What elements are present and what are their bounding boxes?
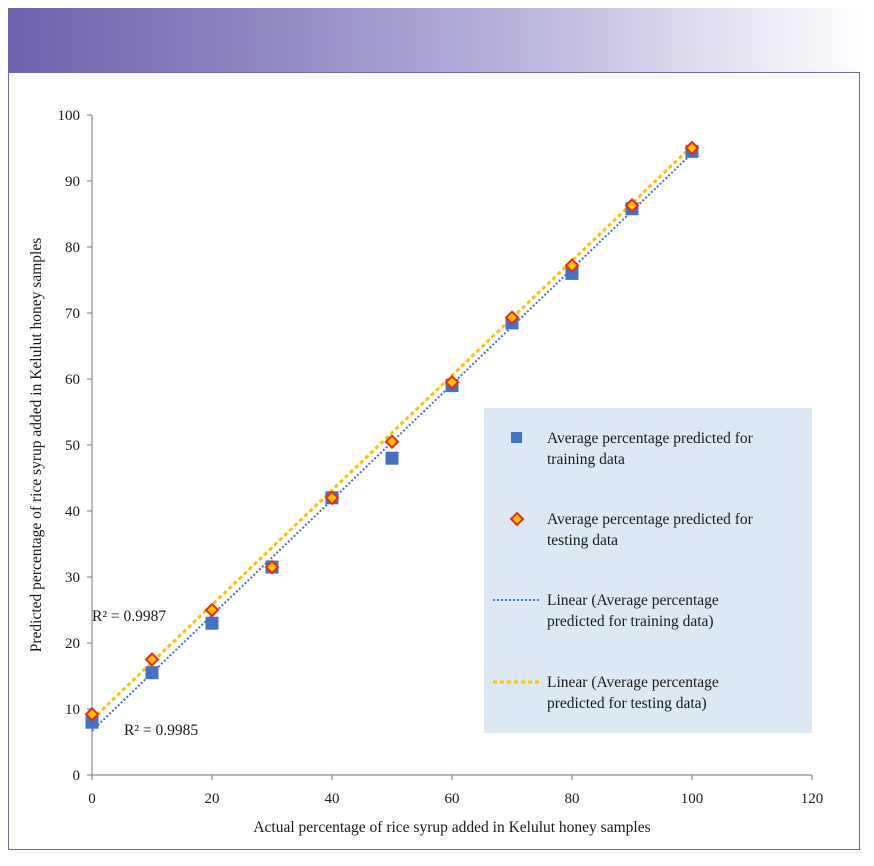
svg-text:Linear (Average percentage: Linear (Average percentage predicted for…	[547, 592, 723, 630]
legend-entry-testing: Average percentage predicted for testing…	[509, 511, 757, 549]
legend-entry-testing-trend: Linear (Average percentage predicted for…	[493, 674, 723, 712]
testing-point	[324, 490, 340, 506]
legend-training-line2: training data	[547, 451, 625, 468]
r2-training-label: R² = 0.9985	[124, 722, 198, 739]
svg-text:Average percentage predicted f: Average percentage predicted for testing…	[547, 511, 757, 549]
legend-training-trend-line2: predicted for training data)	[547, 613, 714, 630]
training-point	[385, 451, 399, 465]
testing-point	[444, 374, 460, 390]
legend-testing-trend-line2: predicted for testing data)	[547, 695, 707, 712]
testing-point	[624, 198, 640, 213]
x-tick-label: 100	[681, 791, 704, 807]
data-points	[84, 140, 700, 729]
r2-testing-label: R² = 0.9987	[92, 608, 166, 625]
x-axis-ticks: 0 20 40 60 80 100 120	[88, 775, 823, 807]
x-tick-label: 60	[445, 791, 460, 807]
svg-text:Linear (Average percentage: Linear (Average percentage predicted for…	[547, 674, 723, 712]
testing-point	[204, 602, 220, 618]
legend-training-trend-line1: Linear (Average percentage	[547, 592, 719, 609]
testing-point	[264, 559, 280, 575]
y-tick-label: 100	[58, 108, 81, 124]
x-tick-label: 40	[325, 791, 340, 807]
y-tick-label: 60	[65, 372, 80, 388]
y-tick-label: 40	[65, 504, 80, 520]
x-tick-label: 20	[205, 791, 220, 807]
training-point	[85, 715, 99, 729]
legend-square-marker	[511, 432, 522, 443]
legend-entry-training: Average percentage predicted for trainin…	[511, 430, 757, 468]
y-tick-label: 90	[65, 174, 80, 190]
training-point	[565, 266, 579, 280]
training-point	[205, 616, 219, 630]
x-tick-label: 80	[565, 791, 580, 807]
testing-point	[144, 652, 160, 667]
y-tick-label: 10	[65, 702, 80, 718]
legend-testing-line1: Average percentage predicted for	[547, 511, 754, 528]
legend-testing-trend-line1: Linear (Average percentage	[547, 674, 719, 691]
testing-point	[504, 310, 520, 326]
x-axis-title: Actual percentage of rice syrup added in…	[253, 819, 650, 836]
y-tick-label: 70	[65, 306, 80, 322]
trendline-testing	[90, 144, 694, 721]
legend-entry-training-trend: Linear (Average percentage predicted for…	[493, 592, 723, 630]
x-tick-label: 120	[801, 791, 824, 807]
testing-point	[384, 434, 400, 450]
legend-testing-line2: testing data	[547, 532, 618, 549]
y-tick-label: 80	[65, 240, 80, 256]
testing-point	[684, 140, 700, 156]
x-tick-label: 0	[88, 791, 96, 807]
training-point	[145, 666, 159, 680]
legend-training-line1: Average percentage predicted for	[547, 430, 754, 447]
y-tick-label: 30	[65, 570, 80, 586]
legend-box	[484, 408, 812, 733]
legend-diamond-marker	[509, 511, 525, 527]
testing-point	[84, 706, 100, 722]
svg-text:Average percentage predicted f: Average percentage predicted for trainin…	[547, 430, 757, 468]
y-axis-title: Predicted percentage of rice syrup added…	[28, 238, 45, 652]
y-tick-label: 20	[65, 636, 80, 652]
y-axis-ticks: 0 10 20 30 40 50 60 70 80 90 100	[58, 108, 92, 784]
y-tick-label: 0	[73, 768, 81, 784]
y-tick-label: 50	[65, 438, 80, 454]
testing-point	[564, 258, 580, 273]
header-banner	[8, 8, 866, 72]
